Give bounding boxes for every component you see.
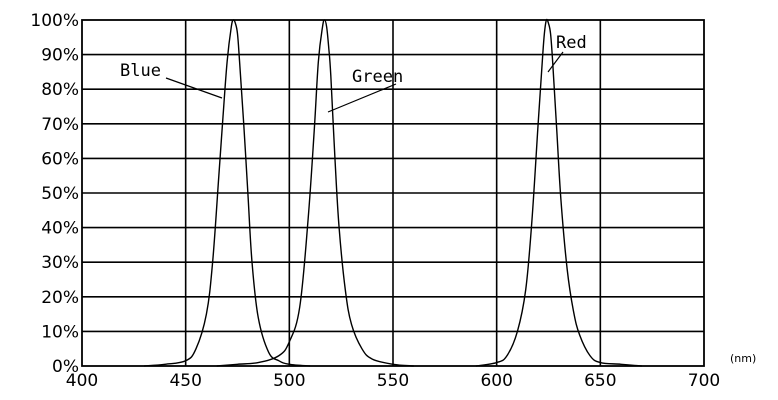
y-tick-label: 0% (52, 357, 79, 377)
x-tick-label: 500 (273, 371, 305, 391)
y-tick-label: 60% (41, 149, 79, 169)
annotations: Blue Green Red (120, 33, 587, 113)
y-tick-label: 100% (30, 11, 79, 31)
y-tick-label: 40% (41, 219, 79, 239)
x-tick-label: 400 (66, 371, 98, 391)
series-label-blue: Blue (120, 61, 161, 81)
y-tick-label: 80% (41, 80, 79, 100)
x-tick-label: 550 (377, 371, 409, 391)
y-tick-label: 90% (41, 46, 79, 66)
series-line-red (475, 18, 642, 367)
grid (81, 19, 705, 367)
series-label-red: Red (556, 33, 587, 53)
y-tick-label: 70% (41, 115, 79, 135)
annotation-leader (165, 77, 223, 99)
series-line-blue (144, 19, 311, 367)
annotation-leader (547, 51, 564, 73)
y-tick-label: 20% (41, 288, 79, 308)
series-label-green: Green (352, 67, 403, 87)
y-tick-label: 10% (41, 322, 79, 342)
y-tick-label: 30% (41, 253, 79, 273)
x-unit-label: (nm) (730, 352, 756, 365)
series-layer (144, 18, 642, 367)
annotation-leader (327, 83, 397, 113)
series-line-green (216, 19, 414, 367)
x-tick-label: 650 (584, 371, 616, 391)
y-tick-label: 50% (41, 184, 79, 204)
x-tick-label: 450 (169, 371, 201, 391)
axes: (nm) 0% 10% 20% 30% 40% 50% 60% 70% 80% 90% 100% 40… (30, 11, 756, 391)
x-tick-label: 700 (688, 371, 720, 391)
x-tick-label: 600 (480, 371, 512, 391)
